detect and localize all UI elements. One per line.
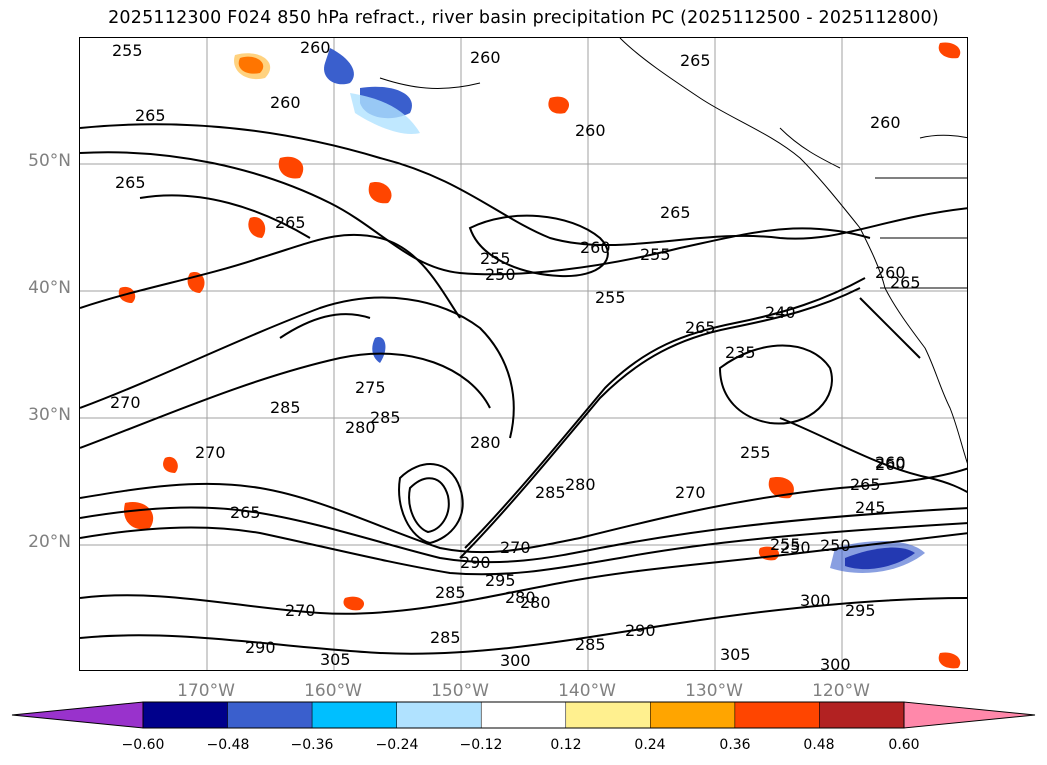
contour-label: 260 xyxy=(870,113,901,132)
contour-label: 260 xyxy=(470,48,501,67)
contour-label: 290 xyxy=(625,621,656,640)
contour-label: 265 xyxy=(890,273,921,292)
colorbar-segment xyxy=(819,701,905,729)
contour-label: 280 xyxy=(505,588,536,607)
lon-label: 130°W xyxy=(685,681,743,701)
colorbar xyxy=(11,701,1036,729)
colorbar-segment xyxy=(734,701,820,729)
contour-label: 290 xyxy=(460,553,491,572)
contour-label: 305 xyxy=(720,645,751,664)
contour-label: 240 xyxy=(765,303,796,322)
lon-label: 150°W xyxy=(431,681,489,701)
precipitation-shading xyxy=(118,42,961,669)
contour-label: 285 xyxy=(370,408,401,427)
colorbar-tick: −0.24 xyxy=(375,737,419,753)
contour-label: 280 xyxy=(470,433,501,452)
contour-label: 250 xyxy=(485,265,516,284)
colorbar-tick: 0.12 xyxy=(550,737,582,753)
contour-label: 285 xyxy=(270,398,301,417)
colorbar-tick: −0.36 xyxy=(290,737,334,753)
lon-label: 170°W xyxy=(177,681,235,701)
contour-label: 255 xyxy=(112,41,143,60)
contour-label: 295 xyxy=(485,571,516,590)
colorbar-segment xyxy=(142,701,228,729)
contour-label: 265 xyxy=(135,106,166,125)
contour-label: 305 xyxy=(320,650,351,669)
contour-label: 260 xyxy=(875,263,906,282)
lon-label: 120°W xyxy=(812,681,870,701)
contour-label: 265 xyxy=(680,51,711,70)
contour-label: 270 xyxy=(500,538,531,557)
colorbar-segment xyxy=(480,701,567,729)
contour-label: 260 xyxy=(300,38,331,57)
contour-label: 260 xyxy=(875,453,906,472)
contour-label: 280 xyxy=(565,475,596,494)
contour-label: 265 xyxy=(230,503,261,522)
contour-label: 300 xyxy=(820,655,851,671)
colorbar-tick: 0.36 xyxy=(719,737,751,753)
contour-label: 245 xyxy=(855,498,886,517)
contour-label: 265 xyxy=(850,475,881,494)
colorbar-segment xyxy=(396,701,482,729)
contour-labels: 255 260 260 265 265 265 265 260 260 265 … xyxy=(110,38,921,671)
colorbar-tick: 0.60 xyxy=(888,737,920,753)
contour-label: 260 xyxy=(580,238,611,257)
contour-label: 275 xyxy=(355,378,386,397)
lat-label: 20°N xyxy=(28,532,71,552)
contour-label: 255 xyxy=(740,443,771,462)
contour-label: 265 xyxy=(115,173,146,192)
contour-label: 285 xyxy=(430,628,461,647)
contour-label: 285 xyxy=(535,483,566,502)
colorbar-tick: 0.48 xyxy=(803,737,835,753)
contour-label: 260 xyxy=(575,121,606,140)
map-canvas: 255 260 260 265 265 265 265 260 260 265 … xyxy=(80,38,967,671)
contour-label: 290 xyxy=(245,638,276,657)
refractivity-contours xyxy=(80,123,967,655)
colorbar-tick: −0.60 xyxy=(121,737,165,753)
colorbar-segment xyxy=(311,701,397,729)
contour-label: 250 xyxy=(780,538,811,557)
graticule xyxy=(80,38,967,670)
contour-label: 270 xyxy=(675,483,706,502)
colorbar-tick: −0.48 xyxy=(206,737,250,753)
colorbar-segment xyxy=(227,701,313,729)
lat-label: 50°N xyxy=(28,151,71,171)
contour-label: 265 xyxy=(685,318,716,337)
contour-label: 255 xyxy=(480,249,511,268)
lat-label: 30°N xyxy=(28,405,71,425)
contour-label: 295 xyxy=(845,601,876,620)
contour-label: 280 xyxy=(345,418,376,437)
colorbar-segment xyxy=(650,701,736,729)
lat-label: 40°N xyxy=(28,278,71,298)
colorbar-tick: −0.12 xyxy=(459,737,503,753)
contour-label: 255 xyxy=(595,288,626,307)
contour-label: 255 xyxy=(640,245,671,264)
contour-label: 270 xyxy=(195,443,226,462)
map-title: 2025112300 F024 850 hPa refract., river … xyxy=(108,8,939,28)
lon-label: 140°W xyxy=(558,681,616,701)
contour-label: 270 xyxy=(110,393,141,412)
lon-label: 160°W xyxy=(304,681,362,701)
contour-label: 260 xyxy=(270,93,301,112)
contour-label: 285 xyxy=(575,635,606,654)
contour-label: 270 xyxy=(285,601,316,620)
colorbar-tick: 0.24 xyxy=(634,737,666,753)
contour-label: 280 xyxy=(520,593,551,612)
colorbar-segment xyxy=(565,701,651,729)
map-panel[interactable]: 255 260 260 265 265 265 265 260 260 265 … xyxy=(79,37,968,671)
coastlines xyxy=(379,38,967,464)
contour-label: 300 xyxy=(500,651,531,670)
contour-label: 265 xyxy=(660,203,691,222)
contour-label: 260 xyxy=(875,455,906,474)
contour-label: 300 xyxy=(800,591,831,610)
contour-label: 235 xyxy=(725,343,756,362)
contour-label: 255 xyxy=(770,535,801,554)
contour-label: 250 xyxy=(820,536,851,555)
contour-label: 265 xyxy=(275,213,306,232)
contour-label: 285 xyxy=(435,583,466,602)
